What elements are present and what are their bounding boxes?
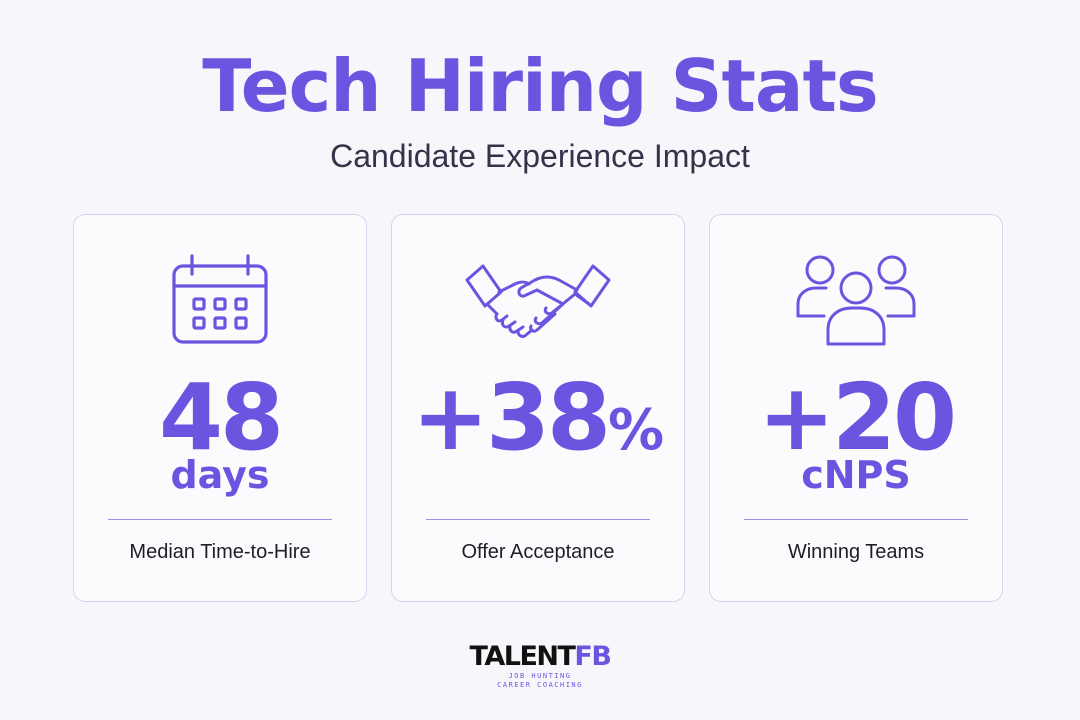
handshake-icon	[392, 245, 684, 355]
logo-tagline-2: CAREER COACHING	[497, 681, 583, 689]
logo-tagline-1: JOB HUNTING	[508, 672, 572, 680]
calendar-icon	[74, 245, 366, 355]
page-title: Tech Hiring Stats	[202, 44, 879, 128]
stat-unit: days	[170, 453, 270, 497]
divider	[108, 519, 332, 520]
stat-label: Median Time-to-Hire	[129, 541, 311, 563]
divider	[426, 519, 650, 520]
stat-card-time-to-hire: 48 days Median Time-to-Hire	[73, 214, 367, 602]
stat-unit: cNPS	[801, 453, 911, 497]
stat-value: +38%	[411, 364, 665, 471]
page-subtitle: Candidate Experience Impact	[330, 138, 750, 174]
stat-label: Winning Teams	[787, 541, 925, 563]
stat-value: +20	[757, 364, 957, 471]
logo-wordmark: TALENTFB	[469, 641, 612, 672]
team-icon	[710, 245, 1002, 355]
brand-logo: TALENTFB JOB HUNTING CAREER COACHING	[440, 642, 640, 690]
divider	[744, 519, 968, 520]
stat-card-winning-teams: +20 cNPS Winning Teams	[709, 214, 1003, 602]
stat-value: 48	[158, 364, 284, 471]
stat-card-offer-acceptance: +38% Offer Acceptance	[391, 214, 685, 602]
stat-label: Offer Acceptance	[461, 541, 615, 563]
